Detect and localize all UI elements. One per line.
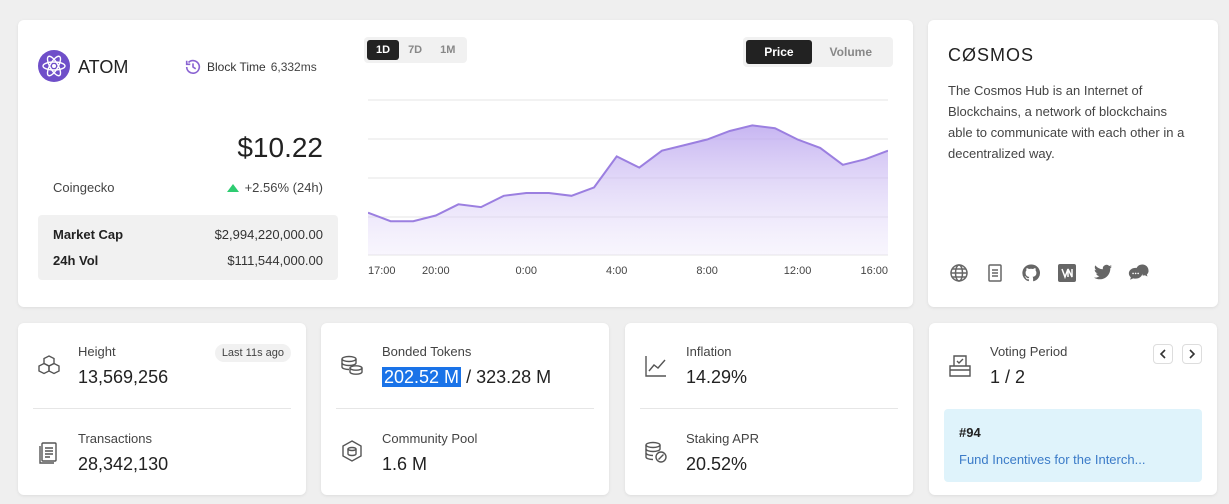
twitter-icon[interactable] (1092, 262, 1114, 284)
bonded-value: 202.52 M / 323.28 M (382, 367, 551, 388)
divider (33, 408, 291, 409)
globe-icon[interactable] (948, 262, 970, 284)
voting-label: Voting Period (990, 344, 1068, 359)
chevron-left-icon (1159, 349, 1166, 359)
price-source: Coingecko (53, 180, 115, 195)
proposal-card[interactable]: #94 Fund Incentives for the Interch... (944, 409, 1202, 482)
price-card: ATOM Block Time 6,332ms $10.22 Coingecko… (18, 20, 913, 307)
price-chart: 17:00 20:00 0:00 4:00 8:00 12:00 16:00 (368, 99, 888, 277)
links-row (948, 262, 1150, 284)
medium-icon[interactable] (1056, 262, 1078, 284)
staking-apr-label: Staking APR (686, 431, 759, 446)
chat-icon[interactable] (1128, 262, 1150, 284)
market-cap-value: $2,994,220,000.00 (214, 227, 323, 242)
staking-apr-value: 20.52% (686, 454, 748, 474)
transactions-value: 28,342,130 (78, 454, 169, 474)
document-icon[interactable] (984, 262, 1006, 284)
bonded-amount: 202.52 M (382, 367, 462, 387)
github-icon[interactable] (1020, 262, 1042, 284)
prev-button[interactable] (1153, 344, 1173, 364)
market-stats: Market Cap $2,994,220,000.00 24h Vol $11… (38, 215, 338, 280)
ballot-box-icon (949, 355, 971, 377)
transactions-icon (39, 442, 57, 464)
proposal-title[interactable]: Fund Incentives for the Interch... (959, 452, 1146, 467)
token-symbol: ATOM (78, 57, 129, 77)
pool-icon (342, 440, 362, 462)
price-change-value: +2.56% (24h) (244, 180, 323, 195)
block-time-value: 6,332ms (270, 60, 317, 74)
x-tick-label: 17:00 (368, 265, 396, 277)
bonded-card: Bonded Tokens 202.52 M / 323.28 M Commun… (321, 323, 609, 495)
x-tick-label: 16:00 (860, 265, 888, 277)
price-change: +2.56% (24h) (226, 180, 323, 195)
timeframe-1d[interactable]: 1D (367, 40, 400, 60)
about-card: CØSMOS The Cosmos Hub is an Internet of … (928, 20, 1218, 307)
height-label: Height (78, 344, 116, 359)
transactions-label: Transactions (78, 431, 152, 446)
voting-card: Voting Period 1 / 2 #94 Fund Incentives … (929, 323, 1217, 495)
proposal-number: #94 (959, 425, 981, 440)
chain-description: The Cosmos Hub is an Internet of Blockch… (948, 83, 1185, 161)
community-pool-label: Community Pool (382, 431, 478, 446)
price-line (368, 124, 888, 223)
up-arrow-icon (226, 183, 239, 192)
chevron-right-icon (1189, 349, 1196, 359)
x-tick-label: 0:00 (516, 265, 537, 277)
chart-view-selector: Price Volume (743, 37, 893, 67)
chain-name: CØSMOS (948, 45, 1035, 65)
bonded-label: Bonded Tokens (382, 344, 472, 359)
market-cap-label: Market Cap (53, 227, 124, 242)
divider (640, 408, 898, 409)
inflation-value: 14.29% (686, 367, 748, 387)
voting-value: 1 / 2 (990, 367, 1026, 387)
volume-label: 24h Vol (53, 253, 99, 268)
height-card: Height 13,569,256 Last 11s ago Transacti… (18, 323, 306, 495)
x-tick-label: 20:00 (422, 265, 450, 277)
height-value: 13,569,256 (78, 367, 169, 387)
coins-icon (341, 355, 363, 375)
next-button[interactable] (1182, 344, 1202, 364)
volume-value: $111,544,000.00 (227, 253, 323, 268)
inflation-card: Inflation 14.29% Staking APR 20.52% (625, 323, 913, 495)
inflation-label: Inflation (686, 344, 732, 359)
current-price: $10.22 (237, 132, 323, 163)
last-block-badge: Last 11s ago (214, 344, 291, 362)
x-tick-label: 8:00 (696, 265, 717, 277)
view-price[interactable]: Price (746, 40, 812, 64)
price-area (368, 125, 888, 256)
timeframe-selector: 1D 7D 1M (364, 37, 468, 63)
history-icon (185, 59, 201, 75)
blocks-icon (38, 355, 60, 375)
view-volume[interactable]: Volume (829, 45, 872, 59)
atom-logo-icon (38, 50, 70, 82)
total-supply: / 323.28 M (466, 367, 552, 387)
timeframe-1m[interactable]: 1M (440, 44, 456, 56)
divider (336, 408, 594, 409)
x-tick-label: 4:00 (606, 265, 627, 277)
block-time-label: Block Time (207, 60, 266, 74)
x-tick-label: 12:00 (784, 265, 812, 277)
coins-percent-icon (645, 441, 667, 463)
block-time: Block Time 6,332ms (184, 58, 317, 76)
community-pool-value: 1.6 M (382, 454, 428, 474)
trend-chart-icon (645, 356, 666, 377)
timeframe-7d[interactable]: 7D (408, 44, 423, 56)
